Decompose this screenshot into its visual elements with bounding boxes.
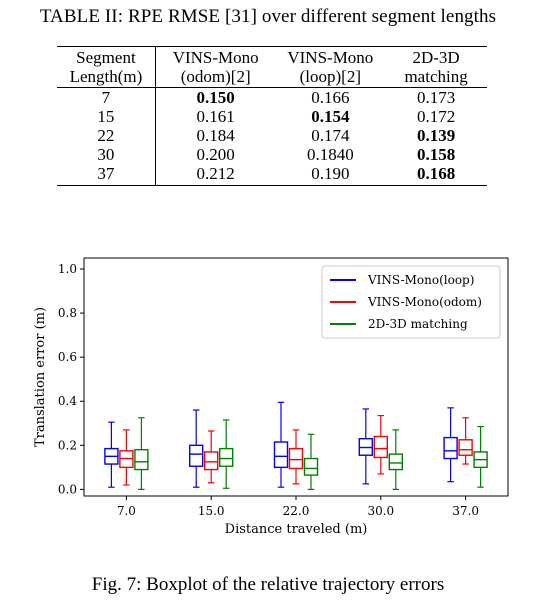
rmse-value-cell: 0.166 [311,88,350,107]
header-cell: 2D-3D [385,46,487,67]
legend-box [321,265,501,339]
x-tick-label: 7.0 [117,504,136,518]
y-tick-label: 0.4 [58,394,77,408]
box-iqr [388,453,403,471]
rmse-value-cell: 0.190 [275,164,386,186]
rmse-value-cell: 0.158 [416,145,456,164]
header-cell: (loop)[2] [275,67,386,88]
y-tick-label: 1.0 [58,262,77,276]
table-row: 7 0.150 0.166 0.173 [57,87,487,107]
box-iqr [443,436,458,460]
x-tick-label: 30.0 [367,504,394,518]
header-cell: Length(m) [57,67,156,88]
table-row: 15 0.161 0.154 0.172 [57,107,487,126]
segment-length-cell: 15 [57,107,156,126]
legend-label: VINS-Mono(odom) [367,295,482,309]
header-cell: matching [385,67,487,88]
x-tick-label: 15.0 [198,504,225,518]
box-iqr [218,447,234,467]
box-iqr [203,451,219,471]
rmse-value-cell: 0.168 [385,164,487,186]
x-tick-label: 22.0 [283,504,310,518]
rmse-value-cell: 0.1840 [306,145,354,164]
rmse-value-cell: 0.173 [416,88,456,107]
figure-caption: Fig. 7: Boxplot of the relative trajecto… [91,574,445,595]
rmse-value-cell: 0.200 [196,145,235,164]
box-iqr [373,435,388,459]
y-tick-label: 0.8 [58,306,77,320]
header-cell: Segment [57,46,156,67]
table-caption: TABLE II: RPE RMSE [31] over different s… [39,6,497,27]
y-axis-label: Translation error (m) [33,307,48,447]
legend-label: 2D-3D matching [368,317,468,331]
boxplot-chart: 0.0 0.2 0.4 0.6 0.8 1.0 7.0 15.0 22.0 30.0 37.0 Dis… [33,257,509,537]
rmse-value-cell: 0.172 [416,107,456,126]
segment-length-cell: 30 [57,145,156,164]
y-tick-label: 0.6 [58,350,77,364]
rmse-table: Segment VINS-Mono VINS-Mono 2D-3D Length… [57,46,487,186]
y-tick-label: 0.0 [58,482,77,496]
box-iqr [303,457,319,476]
table-row: 37 0.212 0.190 0.168 [57,164,487,186]
rmse-value-cell: 0.212 [155,164,276,186]
box-iqr [458,439,473,456]
header-cell: VINS-Mono [155,46,276,67]
segment-length-cell: 37 [57,164,156,186]
x-tick-label: 37.0 [452,504,479,518]
rmse-value-cell: 0.161 [196,107,235,126]
header-cell: VINS-Mono [275,46,386,67]
legend-label: VINS-Mono(loop) [367,273,474,287]
box-iqr [288,447,304,470]
rmse-value-cell: 0.174 [311,126,350,145]
box-iqr [273,441,289,469]
table-row: 30 0.200 0.1840 0.158 [57,145,487,164]
rmse-value-cell: 0.184 [196,126,235,145]
segment-length-cell: 22 [57,126,156,145]
box-iqr [188,444,204,467]
segment-length-cell: 7 [57,87,156,107]
y-tick-label: 0.2 [58,438,77,452]
rmse-value-cell: 0.150 [196,88,235,107]
rmse-value-cell: 0.139 [416,126,456,145]
table-body: 7 0.150 0.166 0.173 15 0.161 0.154 0.172 22 0.184… [57,87,487,186]
header-cell: (odom)[2] [155,67,276,88]
rmse-value-cell: 0.154 [311,107,350,126]
box-iqr [134,449,149,471]
table-row: 22 0.184 0.174 0.139 [57,126,487,145]
x-axis-label: Distance traveled (m) [225,522,368,537]
